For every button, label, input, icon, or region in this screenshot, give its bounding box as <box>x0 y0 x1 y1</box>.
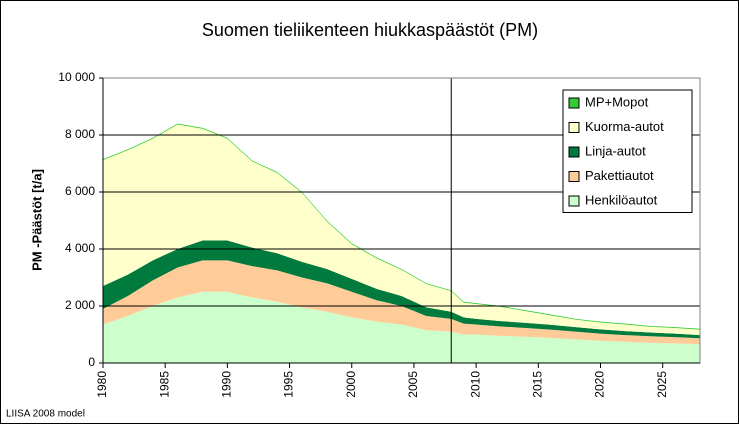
x-tick-label: 2005 <box>406 371 420 398</box>
legend-label: Linja-autot <box>585 143 646 158</box>
y-axis-label: PM -Päästöt [t/a] <box>29 169 44 271</box>
legend-swatch <box>568 97 580 109</box>
legend-swatch <box>568 171 580 182</box>
y-tick-label: 2 000 <box>65 298 95 312</box>
x-tick-label: 2010 <box>468 371 482 398</box>
x-tick-label: 2025 <box>655 371 669 398</box>
legend-swatch <box>568 122 580 133</box>
legend-label: MP+Mopot <box>585 94 649 109</box>
legend-swatch <box>568 195 580 207</box>
x-tick-label: 1985 <box>157 371 171 398</box>
x-tick-label: 1990 <box>220 371 234 398</box>
y-tick-label: 6 000 <box>65 184 95 198</box>
legend-box <box>562 89 693 213</box>
x-tick-label: 1980 <box>95 371 109 398</box>
footnote: LIISA 2008 model <box>6 409 85 420</box>
y-tick-label: 8 000 <box>65 127 95 141</box>
chart-title: Suomen tieliikenteen hiukkaspäästöt (PM) <box>202 20 538 40</box>
y-tick-label: 0 <box>88 355 95 369</box>
area <box>103 260 700 345</box>
x-tick-label: 2000 <box>344 371 358 398</box>
legend-swatch <box>568 146 580 158</box>
x-tick-label: 2015 <box>530 371 544 398</box>
area <box>103 291 700 363</box>
y-tick-label: 10 000 <box>58 70 95 84</box>
y-tick-label: 4 000 <box>65 241 95 255</box>
area <box>103 240 700 339</box>
legend-label: Kuorma-autot <box>585 119 664 134</box>
x-tick-label: 2020 <box>593 371 607 398</box>
x-tick-label: 1995 <box>282 371 296 398</box>
legend-label: Pakettiautot <box>585 168 654 183</box>
legend-label: Henkilöautot <box>585 192 658 207</box>
area <box>103 124 700 336</box>
